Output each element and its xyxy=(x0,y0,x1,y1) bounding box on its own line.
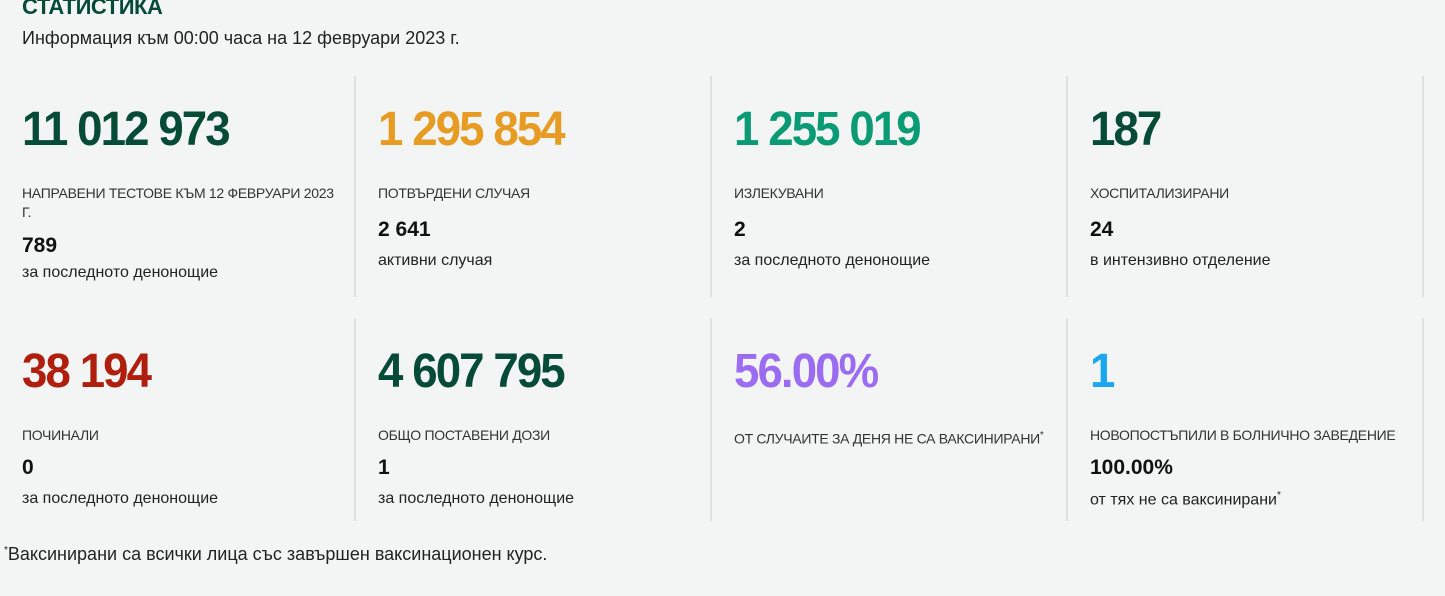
stat-label-text: От случаите за деня не са ваксинирани xyxy=(734,430,1040,447)
stat-sub-label-text: от тях не са ваксинирани xyxy=(1090,491,1277,509)
stat-label: Новопостъпили в болнично заведение xyxy=(1090,427,1396,443)
stat-sub-value: 2 641 xyxy=(378,218,431,241)
stat-sub-value: 0 xyxy=(22,456,34,479)
stat-sub-value: 2 xyxy=(734,218,746,241)
stats-row-2: 38 194 Починали 0 за последното денонощи… xyxy=(0,318,1424,521)
stat-value: 1 255 019 xyxy=(734,103,922,156)
stat-new-admissions: 1 Новопостъпили в болнично заведение 100… xyxy=(1068,318,1424,521)
stat-value: 38 194 xyxy=(22,345,152,398)
stat-label: От случаите за деня не са ваксинирани* xyxy=(734,426,1048,449)
stat-doses: 4 607 795 Общо поставени дози 1 за после… xyxy=(356,318,712,521)
stat-sub-label: за последното денонощие xyxy=(22,264,219,281)
stat-label: Хоспитализирани xyxy=(1090,185,1229,201)
stat-confirmed: 1 295 854 Потвърдени случая 2 641 активн… xyxy=(356,76,712,297)
stats-row-1: 11 012 973 Направени тестове към 12 февр… xyxy=(0,76,1424,297)
page-subtitle: Информация към 00:00 часа на 12 февруари… xyxy=(22,28,460,48)
stat-label: Направени тестове към 12 февруари 2023 г… xyxy=(22,185,334,220)
stat-value: 11 012 973 xyxy=(22,103,231,156)
stat-label: Потвърдени случая xyxy=(378,185,530,201)
stat-sub-value: 24 xyxy=(1090,218,1114,241)
stat-sub-value: 789 xyxy=(22,234,58,257)
stat-value: 1 295 854 xyxy=(378,103,566,156)
footnote-mark: * xyxy=(1276,490,1281,501)
stat-sub-label: от тях не са ваксинирани* xyxy=(1090,490,1281,509)
stat-value: 4 607 795 xyxy=(378,345,566,398)
footnote-text: Ваксинирани са всички лица със завършен … xyxy=(7,544,548,564)
footnote-mark: * xyxy=(1039,430,1044,441)
footnote: *Ваксинирани са всички лица със завършен… xyxy=(4,544,547,565)
stat-deceased: 38 194 Починали 0 за последното денонощи… xyxy=(0,318,356,521)
stat-sub-label: за последното денонощие xyxy=(378,490,575,507)
footnote-mark: * xyxy=(4,545,8,556)
stat-hospitalized: 187 Хоспитализирани 24 в интензивно отде… xyxy=(1068,76,1424,297)
stat-unvaccinated-share: 56.00% От случаите за деня не са ваксини… xyxy=(712,318,1068,521)
stat-value: 56.00% xyxy=(734,345,879,398)
stat-label: Общо поставени дози xyxy=(378,427,550,443)
stat-sub-label: за последното денонощие xyxy=(734,252,931,269)
stat-sub-label: за последното денонощие xyxy=(22,490,219,507)
stat-label: Починали xyxy=(22,427,99,443)
stat-sub-value: 100.00% xyxy=(1090,456,1173,479)
stat-sub-label: активни случая xyxy=(378,252,493,269)
stat-value: 187 xyxy=(1090,103,1162,156)
stat-label: Излекувани xyxy=(734,185,824,201)
stat-tests: 11 012 973 Направени тестове към 12 февр… xyxy=(0,76,356,297)
stat-value: 1 xyxy=(1090,345,1115,398)
stat-sub-value: 1 xyxy=(378,456,390,479)
stat-recovered: 1 255 019 Излекувани 2 за последното ден… xyxy=(712,76,1068,297)
stat-sub-label: в интензивно отделение xyxy=(1090,252,1271,269)
page-title: СТАТИСТИКА xyxy=(22,0,163,19)
